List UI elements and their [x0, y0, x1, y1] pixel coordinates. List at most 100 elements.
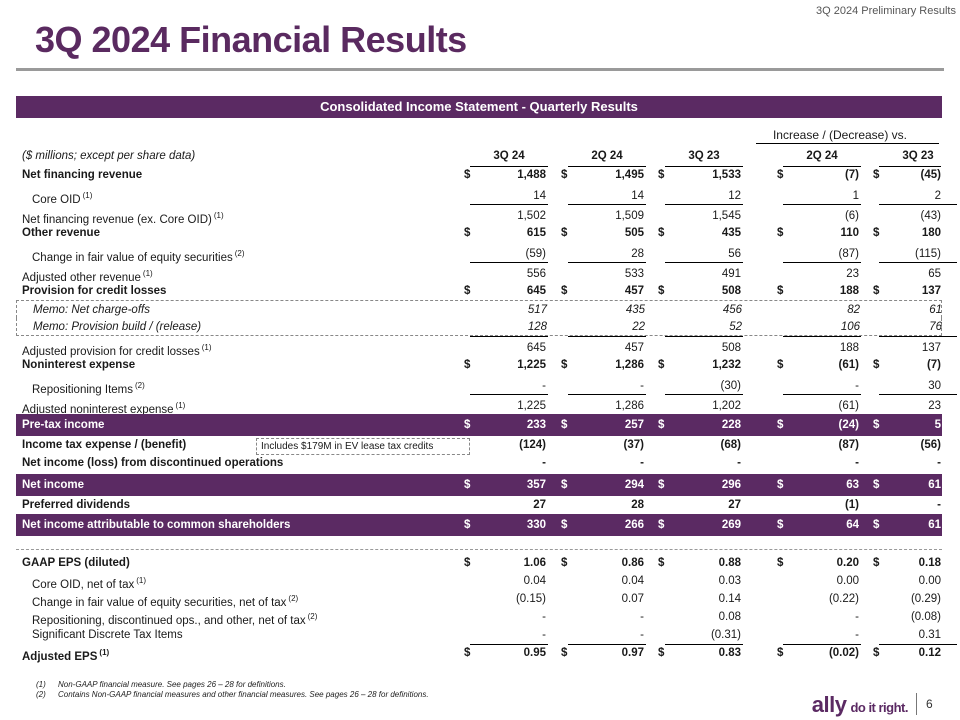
- cell-value: 0.18: [918, 557, 941, 569]
- cell-value: 1,488: [517, 169, 546, 181]
- column-header: 3Q 23: [902, 150, 934, 162]
- cell-value: (0.08): [910, 611, 941, 623]
- cell-value: (124): [519, 439, 546, 451]
- cell-value: (61): [838, 400, 859, 412]
- cell-value: -: [855, 457, 859, 469]
- dollar-sign: $: [658, 285, 665, 297]
- table-row: Core OID (1) 14 14 12 1 2: [16, 184, 942, 206]
- dollar-sign: $: [777, 647, 784, 659]
- cell-value: 61: [928, 519, 941, 531]
- cell-value: 23: [846, 268, 859, 280]
- dollar-sign: $: [658, 359, 665, 371]
- row-label: Change in fair value of equity securitie…: [32, 594, 299, 609]
- cell-value: 233: [526, 419, 546, 431]
- row-label: Adjusted noninterest expense (1): [22, 401, 186, 416]
- title-divider: [16, 68, 944, 71]
- dollar-sign: $: [464, 479, 471, 491]
- table-row: Adjusted EPS (1) $0.95 $0.97 $0.83 $ (0.02) $0.…: [16, 644, 942, 663]
- table-row: Adjusted provision for credit losses (1) 6…: [16, 336, 942, 358]
- cell-value: (56): [920, 439, 941, 451]
- table-row: Net financing revenue $1,488 $1,495 $1,533 $…: [16, 166, 942, 184]
- cell-value: 188: [839, 285, 859, 297]
- cell-value: 82: [847, 304, 860, 316]
- cell-value: 435: [625, 304, 645, 316]
- cell-value: 180: [921, 227, 941, 239]
- row-label: Repositioning, discontinued ops., and ot…: [32, 612, 318, 627]
- footnote-ref: (2): [307, 612, 318, 621]
- row-label: Repositioning Items (2): [32, 381, 145, 396]
- row-label: Memo: Provision build / (release): [33, 321, 202, 333]
- cell-value: 5: [934, 419, 941, 431]
- dollar-sign: $: [777, 479, 784, 491]
- cell-value: 65: [928, 268, 941, 280]
- row-label: Net income (loss) from discontinued oper…: [22, 457, 284, 469]
- table-row: Net income (loss) from discontinued oper…: [16, 454, 942, 472]
- footnote-ref: (1): [175, 401, 186, 410]
- footnote-ref: (1): [142, 269, 153, 278]
- footnote-ref: (1): [136, 576, 147, 585]
- cell-value: -: [855, 380, 859, 392]
- cell-value: 0.86: [621, 557, 644, 569]
- cell-value: 1,225: [517, 359, 546, 371]
- dollar-sign: $: [777, 169, 784, 181]
- dollar-sign: $: [658, 169, 665, 181]
- cell-value: (24): [838, 419, 859, 431]
- cell-value: (68): [720, 439, 741, 451]
- cell-value: -: [937, 499, 941, 511]
- dollar-sign: $: [658, 519, 665, 531]
- cell-value: 296: [721, 479, 741, 491]
- row-label: Net financing revenue (ex. Core OID) (1): [22, 211, 224, 226]
- table-row: Net income $357 $294 $296 $63 $61: [16, 474, 942, 496]
- dollar-sign: $: [561, 557, 568, 569]
- cell-value: 1,202: [712, 400, 741, 412]
- dollar-sign: $: [873, 285, 880, 297]
- cell-value: (43): [920, 210, 941, 222]
- table-row: Provision for credit losses $645 $457 $508 $…: [16, 282, 942, 300]
- footnote-ref: (1): [82, 191, 93, 200]
- row-label: Adjusted provision for credit losses (1): [22, 343, 212, 358]
- cell-value: 23: [928, 400, 941, 412]
- cell-value: 357: [526, 479, 546, 491]
- row-label: Adjusted other revenue (1): [22, 269, 153, 284]
- row-label: Net financing revenue: [22, 169, 143, 181]
- cell-value: 1: [852, 190, 859, 202]
- dollar-sign: $: [777, 359, 784, 371]
- row-label: Change in fair value of equity securitie…: [32, 249, 245, 264]
- cell-value: -: [542, 611, 546, 623]
- cell-value: 435: [721, 227, 741, 239]
- cell-value: (59): [525, 248, 546, 260]
- dollar-sign: $: [658, 557, 665, 569]
- cell-value: 505: [624, 227, 644, 239]
- cell-value: 106: [840, 321, 860, 333]
- table-banner: Consolidated Income Statement - Quarterl…: [16, 96, 942, 118]
- cell-value: 61: [929, 304, 942, 316]
- cell-value: -: [640, 380, 644, 392]
- dollar-sign: $: [464, 519, 471, 531]
- dollar-sign: $: [464, 557, 471, 569]
- footnote-ref: (1): [201, 343, 212, 352]
- dollar-sign: $: [873, 419, 880, 431]
- dollar-sign: $: [561, 169, 568, 181]
- header-underline: [470, 166, 548, 167]
- cell-value: (1): [844, 499, 859, 511]
- cell-value: 137: [921, 342, 941, 354]
- dollar-sign: $: [561, 227, 568, 239]
- column-header: 3Q 24: [493, 150, 525, 162]
- dollar-sign: $: [464, 227, 471, 239]
- dollar-sign: $: [464, 647, 471, 659]
- column-header: 2Q 24: [806, 150, 838, 162]
- row-label: Net income attributable to common shareh…: [22, 519, 291, 531]
- table-row: Repositioning, discontinued ops., and ot…: [16, 608, 942, 627]
- cell-value: 0.97: [621, 647, 644, 659]
- cell-value: 1,495: [615, 169, 644, 181]
- row-label: Net income: [22, 479, 84, 491]
- cell-value: 456: [722, 304, 742, 316]
- row-label: Preferred dividends: [22, 499, 131, 511]
- row-label: Noninterest expense: [22, 359, 136, 371]
- row-label: Significant Discrete Tax Items: [32, 629, 183, 641]
- column-header: 3Q 23: [688, 150, 720, 162]
- cell-value: (6): [844, 210, 859, 222]
- cell-value: 457: [624, 285, 644, 297]
- cell-value: 128: [527, 321, 547, 333]
- dollar-sign: $: [561, 419, 568, 431]
